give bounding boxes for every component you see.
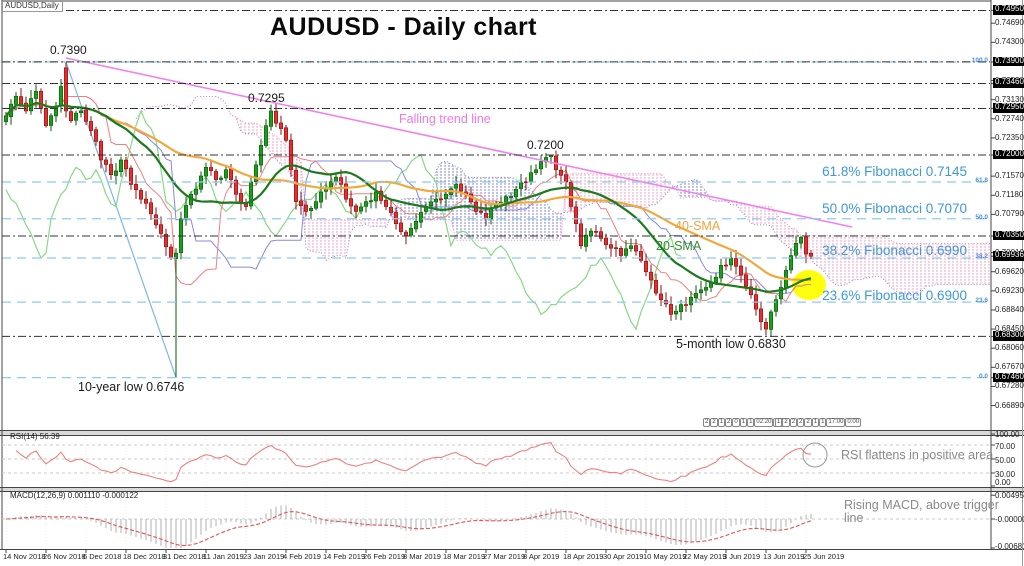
date-tick-label: 11 Jan 2019 xyxy=(203,552,244,561)
date-tick-label: 25 Jun 2019 xyxy=(803,552,845,561)
price-tick-label: 0.71570 xyxy=(995,171,1024,181)
session-tag-group: 1 2 2 2 2 1 1 17:00 0:00 xyxy=(775,418,862,427)
price-tick-label: 0.69620 xyxy=(995,266,1024,276)
annotation-high-0720: 0.7200 xyxy=(527,138,564,152)
session-tag: 2 xyxy=(789,418,798,427)
date-tick-label: 26 Feb 2019 xyxy=(363,552,406,561)
price-tick-label: 0.73130 xyxy=(995,94,1024,104)
macd-scale-label: -0.000000 xyxy=(995,515,1024,524)
date-tick-label: 3 Jun 2019 xyxy=(723,552,761,561)
price-tick-label: 0.68450 xyxy=(995,324,1024,334)
date-tick-label: 4 Feb 2019 xyxy=(283,552,321,561)
price-level-box: 0.68300 xyxy=(993,330,1024,341)
fib-percent-label: 50.0 xyxy=(975,213,988,221)
annotation-high-0739: 0.7390 xyxy=(50,43,87,57)
date-tick-label: 18 Dec 2018 xyxy=(123,552,166,561)
date-tick-label: 8 Apr 2019 xyxy=(523,552,560,561)
price-tick-label: 0.72350 xyxy=(995,132,1024,142)
fib-percent-label: 0.0 xyxy=(978,372,988,380)
macd-scale-label: -0.006818 xyxy=(995,542,1024,551)
symbol-timeframe-tab[interactable]: AUDUSD,Daily xyxy=(2,1,63,13)
date-tick-label: 31 Dec 2018 xyxy=(163,552,206,561)
price-level-box: 0.73460 xyxy=(993,77,1024,88)
session-tag: 02:20 xyxy=(754,418,774,427)
rsi-scale-label: 0.00 xyxy=(995,478,1011,487)
session-tag: 1 xyxy=(739,418,748,427)
rsi-scale-label: 100.00 xyxy=(995,430,1020,439)
price-level-box: 0.73900 xyxy=(993,55,1024,67)
fib-618-label: 61.8% Fibonacci 0.7145 xyxy=(822,164,967,179)
session-tag: 1 xyxy=(811,418,820,427)
date-tick-label: 26 Nov 2018 xyxy=(43,552,86,561)
fib-236-label: 23.6% Fibonacci 0.6900 xyxy=(822,288,967,303)
annotation-high-0729: 0.7295 xyxy=(248,91,285,105)
price-level-box: 0.69936 xyxy=(993,250,1024,261)
fib-percent-label: 100.0 xyxy=(971,56,988,64)
date-tick-label: 13 Jun 2019 xyxy=(763,552,805,561)
session-tag: 1 xyxy=(717,418,726,427)
chart-title: AUDUSD - Daily chart xyxy=(270,13,537,41)
rsi-note: RSI flattens in positive area xyxy=(841,448,994,462)
price-level-box: 0.70350 xyxy=(993,229,1024,241)
price-level-box: 0.74950 xyxy=(993,4,1024,15)
session-tag: 2 xyxy=(703,418,711,427)
price-tick-label: 0.68840 xyxy=(995,304,1024,314)
sma20-label: 20-SMA xyxy=(656,239,702,253)
price-tick-label: 0.69230 xyxy=(995,285,1024,295)
date-tick-label: 14 Feb 2019 xyxy=(323,552,366,561)
rsi-scale-label: 30.00 xyxy=(995,470,1016,479)
date-tick-label: 27 Mar 2019 xyxy=(483,552,526,561)
five-month-low-label: 5-month low 0.6830 xyxy=(676,337,786,351)
session-tag: 2 xyxy=(710,418,718,427)
session-tag: 2 xyxy=(782,418,790,427)
date-tick-label: 6 Dec 2018 xyxy=(83,552,122,561)
date-tick-label: 14 Nov 2018 xyxy=(3,552,46,561)
date-tick-label: 8 Mar 2019 xyxy=(403,552,441,561)
price-tick-label: 0.70790 xyxy=(995,209,1024,219)
macd-note: Rising MACD, above trigger line xyxy=(844,498,999,526)
price-tick-label: 0.74300 xyxy=(995,37,1024,47)
date-tick-label: 18 Apr 2019 xyxy=(563,552,604,561)
price-tick-label: 0.72740 xyxy=(995,113,1024,123)
falling-trend-line-label: Falling trend line xyxy=(399,112,491,126)
price-tick-label: 0.67280 xyxy=(995,381,1024,391)
fib-percent-label: 38.2 xyxy=(975,253,988,260)
fib-500-label: 50.0% Fibonacci 0.7070 xyxy=(822,201,967,216)
rsi-scale-label: 50.00 xyxy=(995,456,1016,465)
session-tag: 17:00 xyxy=(826,418,846,427)
fib-percent-label: 61.8 xyxy=(975,177,988,185)
price-tick-label: 0.71180 xyxy=(995,190,1024,200)
price-tick-label: 0.66890 xyxy=(995,400,1024,410)
fib-382-label: 38.2% Fibonacci 0.6990 xyxy=(822,243,967,258)
session-tag: 2 xyxy=(804,418,812,427)
rsi-indicator-label: RSI(14) 56.39 xyxy=(10,432,60,441)
session-tag: 0 xyxy=(732,418,740,427)
session-tag: 1 xyxy=(819,418,827,427)
date-tick-label: 23 Jan 2019 xyxy=(243,552,285,561)
session-tag: 0:00 xyxy=(845,418,862,427)
macd-scale-label: 0.004955 xyxy=(995,491,1024,501)
date-tick-label: 18 Mar 2019 xyxy=(443,552,486,561)
session-tag: 2 xyxy=(725,418,733,427)
price-level-box: 0.72950 xyxy=(993,102,1024,113)
price-tick-label: 0.68060 xyxy=(995,343,1024,353)
sma40-label: 40-SMA xyxy=(675,219,721,233)
price-tick-label: 0.67670 xyxy=(995,362,1024,372)
date-tick-label: 10 May 2019 xyxy=(643,552,687,561)
rsi-scale-label: 70.00 xyxy=(995,442,1016,451)
fib-percent-label: 23.6 xyxy=(975,297,988,305)
session-tag: 1 xyxy=(747,418,755,427)
price-level-box: 0.67460 xyxy=(993,371,1024,382)
date-tick-label: 30 Apr 2019 xyxy=(603,552,644,561)
session-tag: 1 xyxy=(775,418,783,427)
macd-indicator-label: MACD(12,26,9) 0.001110 -0.000122 xyxy=(10,491,139,500)
price-level-box: 0.72000 xyxy=(993,149,1024,160)
date-tick-label: 22 May 2019 xyxy=(683,552,727,561)
price-tick-label: 0.74690 xyxy=(995,18,1024,28)
ten-year-low-label: 10-year low 0.6746 xyxy=(78,380,185,394)
session-tag: 2 xyxy=(797,418,805,427)
